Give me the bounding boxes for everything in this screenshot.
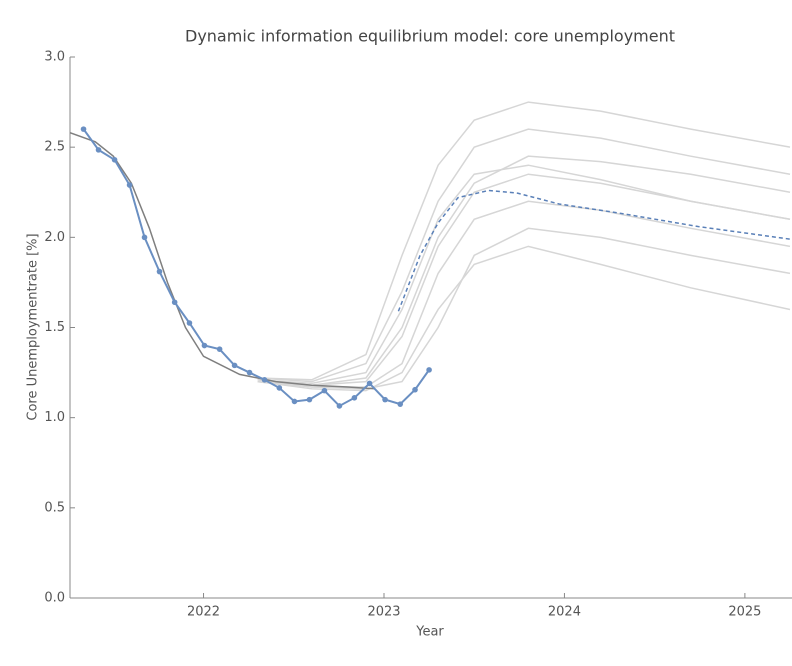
data-point	[261, 376, 268, 383]
data-point	[80, 126, 87, 132]
y-tick-label: 0.0	[44, 591, 65, 606]
y-tick-label: 0.5	[44, 500, 65, 515]
series-line	[257, 245, 791, 392]
data-point	[201, 342, 208, 349]
x-tick-label: 2022	[187, 605, 220, 620]
data-point	[291, 398, 298, 405]
data-point	[306, 396, 313, 403]
x-tick-label: 2024	[548, 605, 581, 620]
series-line	[257, 164, 791, 385]
series-line	[257, 128, 791, 383]
series-line	[397, 189, 791, 312]
series-line	[257, 200, 791, 388]
data-point	[141, 234, 148, 241]
series-line	[82, 128, 430, 408]
y-tick-label: 2.0	[44, 230, 65, 245]
series-line	[70, 132, 376, 390]
data-point	[111, 156, 118, 163]
series-line	[257, 173, 791, 386]
data-point	[246, 369, 253, 376]
series-line	[257, 155, 791, 386]
data-point	[126, 182, 133, 188]
chart-title: Dynamic information equilibrium model: c…	[185, 27, 675, 46]
y-tick-label: 1.5	[44, 320, 65, 335]
data-point	[426, 367, 432, 373]
y-tick-label: 3.0	[44, 50, 65, 65]
data-point	[171, 299, 178, 306]
data-point	[95, 147, 102, 153]
data-point	[382, 396, 388, 403]
data-point	[412, 386, 418, 393]
series-line	[257, 227, 791, 390]
data-point	[186, 320, 193, 326]
data-point	[276, 385, 283, 391]
series-line	[257, 101, 791, 381]
data-point	[336, 403, 343, 409]
data-point	[156, 268, 163, 275]
plot-area	[70, 101, 791, 409]
data-point	[216, 346, 223, 352]
x-tick-label: 2025	[728, 605, 761, 620]
x-axis-label: Year	[415, 625, 444, 640]
data-point	[321, 387, 328, 394]
data-point	[397, 401, 404, 407]
x-tick-label: 2023	[367, 605, 400, 620]
data-point	[351, 395, 358, 401]
data-point	[366, 380, 373, 387]
y-tick-label: 1.0	[44, 410, 65, 425]
y-tick-label: 2.5	[44, 140, 65, 155]
y-axis-label: Core Unemploymentrate [%]	[26, 233, 41, 420]
data-point	[231, 362, 238, 369]
